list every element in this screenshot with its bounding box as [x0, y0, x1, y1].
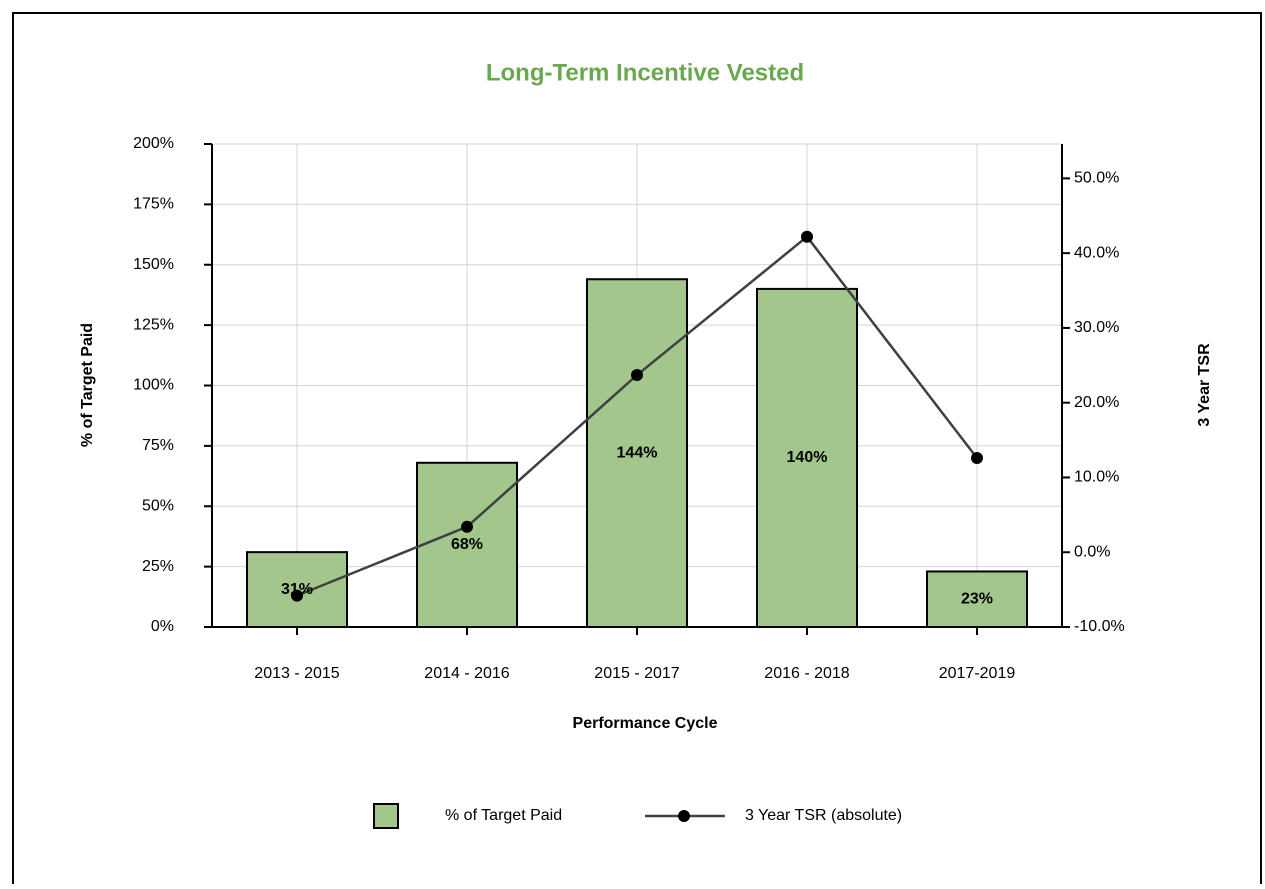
- data-label: 68%: [451, 536, 483, 553]
- y-tick-label: 150%: [133, 256, 174, 273]
- legend-label: % of Target Paid: [445, 807, 562, 824]
- line-point: [461, 520, 473, 533]
- legend-label: 3 Year TSR (absolute): [745, 807, 902, 824]
- y2-tick-label: -10.0%: [1074, 618, 1125, 635]
- y-tick-label: 50%: [142, 497, 174, 514]
- line-point: [291, 589, 303, 602]
- legend-swatch: [373, 803, 399, 829]
- y-tick-label: 0%: [151, 618, 174, 635]
- data-label: 140%: [787, 449, 828, 466]
- bar: [416, 461, 518, 628]
- y2-axis-label: 3 Year TSR: [1196, 343, 1213, 427]
- bar: [246, 551, 348, 629]
- y-tick-label: 75%: [142, 437, 174, 454]
- line-point: [631, 369, 643, 382]
- y-tick-label: 100%: [133, 377, 174, 394]
- x-tick-label: 2015 - 2017: [594, 665, 680, 682]
- line-point: [971, 452, 983, 465]
- y2-tick-label: 40.0%: [1074, 244, 1119, 261]
- bar: [756, 287, 858, 628]
- y2-tick-label: 50.0%: [1074, 170, 1119, 187]
- y-tick-label: 125%: [133, 316, 174, 333]
- line-point: [801, 230, 813, 243]
- legend-swatch: [678, 810, 690, 822]
- x-axis-label: Performance Cycle: [573, 715, 718, 732]
- y-tick-label: 175%: [133, 196, 174, 213]
- data-label: 23%: [961, 590, 993, 607]
- y2-tick-label: 0.0%: [1074, 543, 1110, 560]
- x-tick-label: 2016 - 2018: [764, 665, 850, 682]
- y-axis-label: % of Target Paid: [79, 323, 96, 447]
- chart-title: Long-Term Incentive Vested: [486, 59, 804, 86]
- data-label: 31%: [281, 581, 313, 598]
- x-tick-label: 2014 - 2016: [424, 665, 510, 682]
- y2-tick-label: 10.0%: [1074, 469, 1119, 486]
- frame: [12, 12, 1262, 884]
- y-tick-label: 25%: [142, 558, 174, 575]
- x-tick-label: 2017-2019: [939, 665, 1016, 682]
- y-tick-label: 200%: [133, 135, 174, 152]
- y2-tick-label: 30.0%: [1074, 319, 1119, 336]
- bar: [586, 278, 688, 628]
- y2-tick-label: 20.0%: [1074, 394, 1119, 411]
- data-label: 144%: [617, 444, 658, 461]
- x-tick-label: 2013 - 2015: [254, 665, 340, 682]
